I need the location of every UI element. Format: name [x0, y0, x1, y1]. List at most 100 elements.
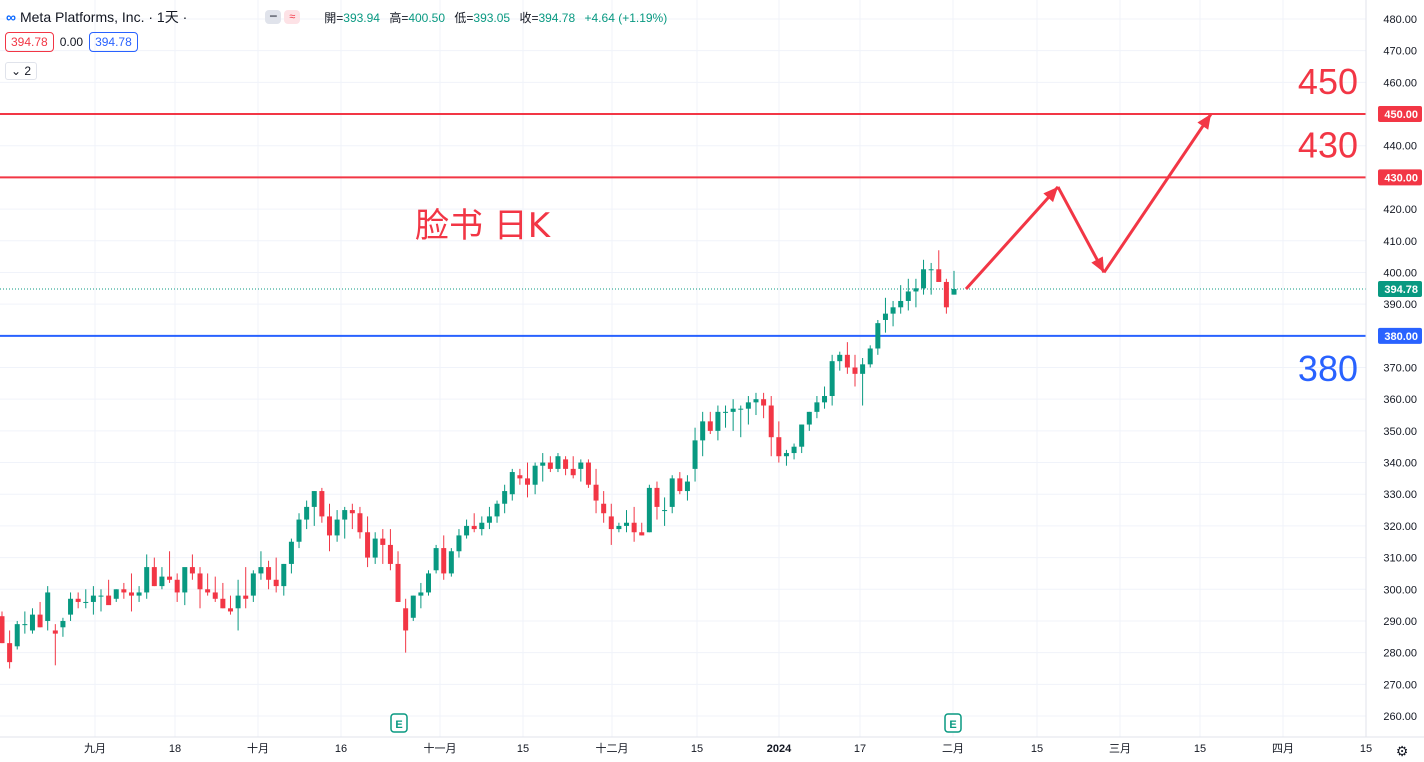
price-tick-label: 350.00 [1383, 426, 1417, 438]
candle-body [418, 592, 424, 596]
candle-body [425, 573, 431, 593]
candle-body [578, 462, 584, 469]
candle-body [608, 516, 614, 530]
chevron-down-icon: ⌄ [11, 64, 22, 78]
candle-body [83, 601, 89, 603]
candle-body [646, 487, 652, 533]
time-tick-label: 15 [691, 743, 703, 755]
meta-logo-icon: ∞ [6, 9, 16, 25]
indicators-toggle[interactable]: ⌄ 2 [5, 62, 38, 80]
time-tick-label: 四月 [1272, 743, 1294, 755]
candle-body [631, 522, 637, 533]
candle-body [235, 595, 241, 609]
projection-segment [1056, 186, 1106, 274]
time-tick-label: 15 [1031, 743, 1043, 755]
candle-body [867, 348, 873, 365]
candle-body [45, 592, 51, 621]
candle-body [700, 421, 706, 441]
candle-body [319, 491, 325, 517]
candle-body [875, 323, 881, 349]
candle-body [852, 367, 858, 374]
candle-body [75, 598, 81, 602]
level-label: 380 [1298, 348, 1358, 389]
gear-icon[interactable]: ⚙ [1396, 743, 1409, 759]
candle-body [662, 510, 668, 512]
candle-body [0, 616, 5, 644]
time-tick-label: 16 [335, 743, 347, 755]
price-tick-label: 310.00 [1383, 553, 1417, 565]
candle-body [791, 446, 797, 454]
arrowhead-icon [1043, 186, 1058, 203]
candle-body [304, 506, 310, 520]
candle-body [281, 563, 287, 587]
candle-body [898, 300, 904, 308]
candle-body [943, 281, 949, 308]
price-tick-label: 390.00 [1383, 299, 1417, 311]
candle-body [68, 598, 74, 615]
time-tick-label: 九月 [84, 742, 106, 755]
time-tick-label: 三月 [1109, 743, 1131, 755]
pane-controls[interactable]: ━ ≈ [265, 10, 301, 24]
spread-value: 0.00 [59, 35, 84, 49]
time-tick-label: 15 [1360, 743, 1372, 755]
candle-body [372, 538, 378, 558]
candle-body [890, 307, 896, 314]
candle-body [913, 288, 919, 292]
earnings-marker [390, 713, 408, 733]
candle-body [136, 592, 142, 596]
projection-segment [1102, 113, 1213, 274]
candle-body [707, 421, 713, 431]
candle-body [326, 516, 332, 536]
candle-body [624, 522, 630, 526]
candle-body [52, 630, 58, 634]
symbol-header[interactable]: ∞ Meta Platforms, Inc. · 1天 · ━ ≈ 開=393.… [6, 7, 673, 27]
time-tick-label: 十月 [247, 741, 269, 755]
candle-body [349, 510, 355, 514]
candle-body [799, 424, 805, 447]
price-tick-label: 320.00 [1383, 521, 1417, 533]
candle-body [479, 522, 485, 530]
candle-body [829, 361, 835, 397]
candle-body [768, 405, 774, 438]
candle-body [29, 614, 35, 631]
price-tick-label: 370.00 [1383, 363, 1417, 375]
candle-body [509, 472, 515, 495]
candle-body [936, 269, 942, 282]
candle-body [365, 532, 371, 558]
candle-body [616, 525, 622, 530]
grid-lines [0, 0, 1367, 737]
candle-body [403, 608, 409, 631]
candle-body [189, 567, 195, 574]
price-tag [1378, 106, 1422, 123]
candle-body [22, 624, 28, 626]
projection-segment [964, 185, 1060, 290]
candle-body [486, 516, 492, 523]
price-tick-label: 290.00 [1383, 616, 1417, 628]
level-label: 430 [1298, 124, 1358, 165]
wave-icon[interactable]: ≈ [284, 10, 301, 24]
level-label: 450 [1298, 61, 1358, 102]
candle-body [98, 595, 104, 597]
candle-body [677, 478, 683, 492]
time-tick-label: 十二月 [596, 741, 629, 755]
candle-body [273, 579, 279, 587]
buy-button[interactable]: 394.78 [89, 32, 138, 52]
candle-body [167, 576, 173, 580]
sell-button[interactable]: 394.78 [5, 32, 54, 52]
candle-body [844, 354, 850, 368]
candle-body [684, 481, 690, 492]
candle-body [182, 567, 188, 593]
candle-body [783, 453, 789, 457]
candle-body [547, 462, 553, 469]
candle-body [60, 620, 66, 628]
candle-body [106, 595, 112, 606]
quote-row: 394.78 0.00 394.78 [5, 32, 138, 52]
price-tag [1378, 169, 1422, 186]
candle-body [113, 589, 119, 599]
candle-body [144, 567, 150, 593]
price-tick-label: 340.00 [1383, 458, 1417, 470]
minimize-icon[interactable]: ━ [265, 10, 282, 24]
candle-body [387, 544, 393, 564]
price-tag [1378, 327, 1422, 344]
